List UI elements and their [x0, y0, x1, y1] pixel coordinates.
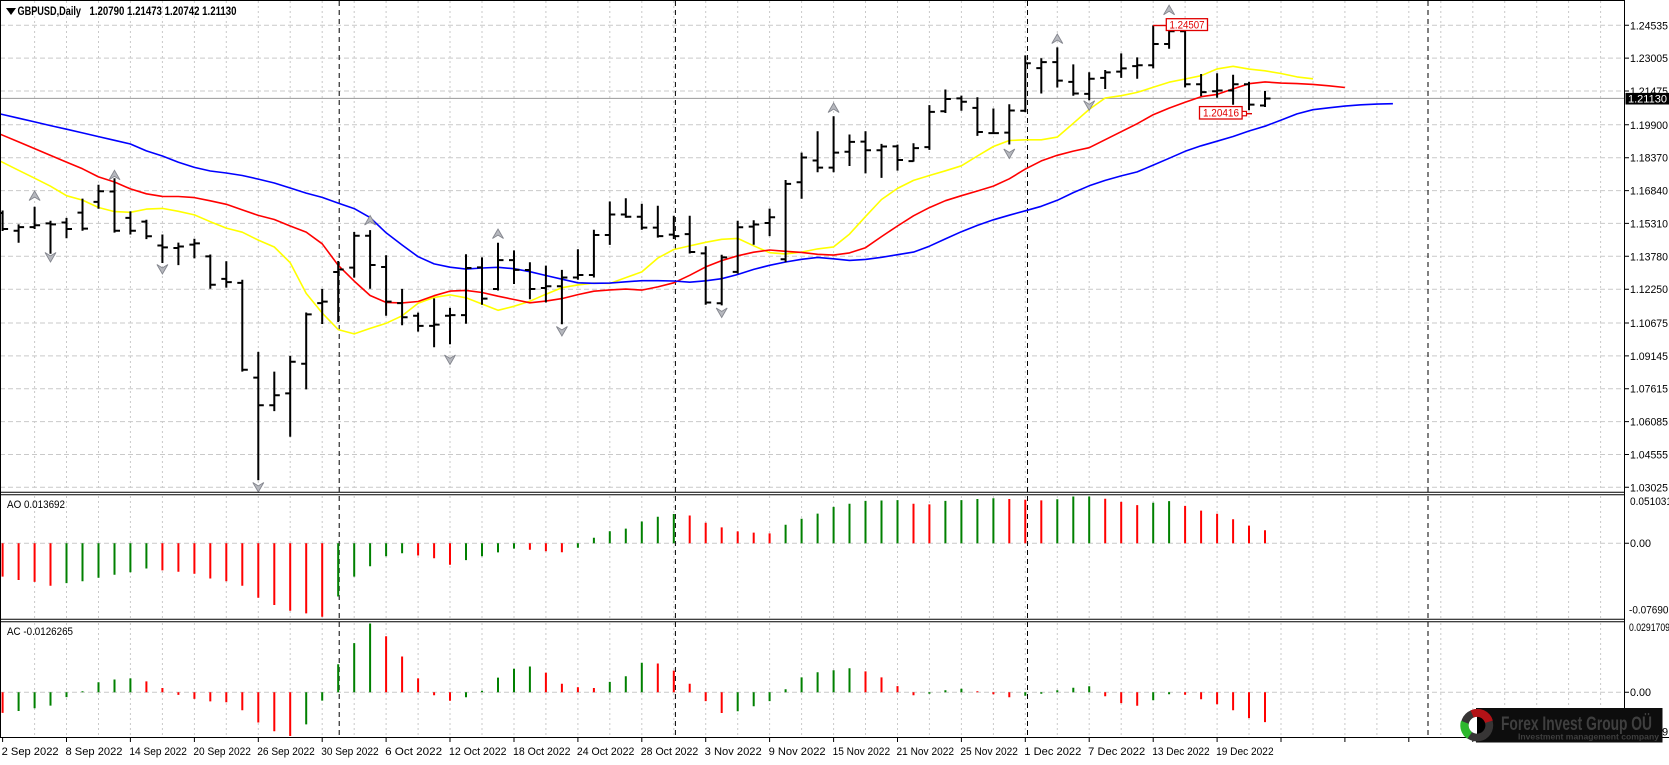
svg-text:19 Dec 2022: 19 Dec 2022	[1216, 746, 1274, 758]
svg-text:1.10675: 1.10675	[1630, 318, 1668, 330]
svg-text:2 Sep 2022: 2 Sep 2022	[2, 746, 59, 758]
svg-text:26 Sep 2022: 26 Sep 2022	[257, 746, 315, 758]
svg-text:1.13780: 1.13780	[1630, 251, 1668, 263]
svg-text:1 Dec 2022: 1 Dec 2022	[1024, 746, 1081, 758]
svg-text:30 Sep 2022: 30 Sep 2022	[321, 746, 379, 758]
svg-text:6 Oct 2022: 6 Oct 2022	[385, 746, 442, 758]
svg-text:14 Sep 2022: 14 Sep 2022	[129, 746, 187, 758]
svg-text:1.15310: 1.15310	[1630, 218, 1668, 230]
svg-text:8 Sep 2022: 8 Sep 2022	[66, 746, 123, 758]
svg-text:13 Dec 2022: 13 Dec 2022	[1152, 746, 1210, 758]
svg-text:3 Nov 2022: 3 Nov 2022	[705, 746, 762, 758]
svg-text:25 Nov 2022: 25 Nov 2022	[960, 746, 1018, 758]
svg-text:1.20416: 1.20416	[1203, 107, 1239, 119]
svg-text:7 Dec 2022: 7 Dec 2022	[1088, 746, 1145, 758]
svg-text:0.0291709: 0.0291709	[1629, 622, 1669, 634]
svg-text:18 Oct 2022: 18 Oct 2022	[513, 746, 571, 758]
svg-text:0.00: 0.00	[1630, 687, 1651, 699]
svg-text:-0.076907: -0.076907	[1629, 605, 1669, 617]
svg-text:1.06085: 1.06085	[1630, 417, 1668, 429]
svg-text:28 Oct 2022: 28 Oct 2022	[641, 746, 699, 758]
svg-text:0.00: 0.00	[1630, 538, 1651, 550]
svg-text:1.16840: 1.16840	[1630, 186, 1668, 198]
svg-text:1.21130: 1.21130	[1628, 93, 1667, 105]
svg-text:1.18370: 1.18370	[1630, 153, 1668, 165]
svg-text:1.12250: 1.12250	[1630, 284, 1668, 296]
svg-text:1.23005: 1.23005	[1630, 53, 1668, 65]
svg-text:1.19900: 1.19900	[1630, 120, 1668, 132]
svg-text:1.24507: 1.24507	[1170, 19, 1205, 31]
svg-text:15 Nov 2022: 15 Nov 2022	[833, 746, 891, 758]
svg-text:12 Oct 2022: 12 Oct 2022	[449, 746, 507, 758]
svg-text:AO 0.013692: AO 0.013692	[7, 499, 65, 511]
svg-text:1.07615: 1.07615	[1630, 384, 1668, 396]
svg-text:1.03025: 1.03025	[1630, 482, 1668, 494]
svg-text:AC -0.0126265: AC -0.0126265	[7, 626, 73, 638]
svg-text:9: 9	[1662, 727, 1668, 739]
svg-text:9 Nov 2022: 9 Nov 2022	[769, 746, 826, 758]
svg-text:GBPUSD,Daily: GBPUSD,Daily	[18, 4, 82, 18]
svg-text:1.04555: 1.04555	[1630, 450, 1668, 462]
svg-text:1.09145: 1.09145	[1630, 351, 1668, 363]
svg-text:20 Sep 2022: 20 Sep 2022	[193, 746, 251, 758]
svg-text:1.20790 1.21473 1.20742 1.2113: 1.20790 1.21473 1.20742 1.21130	[90, 4, 237, 18]
svg-text:0.051031: 0.051031	[1630, 496, 1669, 508]
svg-text:21 Nov 2022: 21 Nov 2022	[897, 746, 955, 758]
svg-text:1.24535: 1.24535	[1630, 20, 1668, 32]
svg-text:Investment management company: Investment management company	[1518, 732, 1659, 742]
svg-text:24 Oct 2022: 24 Oct 2022	[577, 746, 635, 758]
